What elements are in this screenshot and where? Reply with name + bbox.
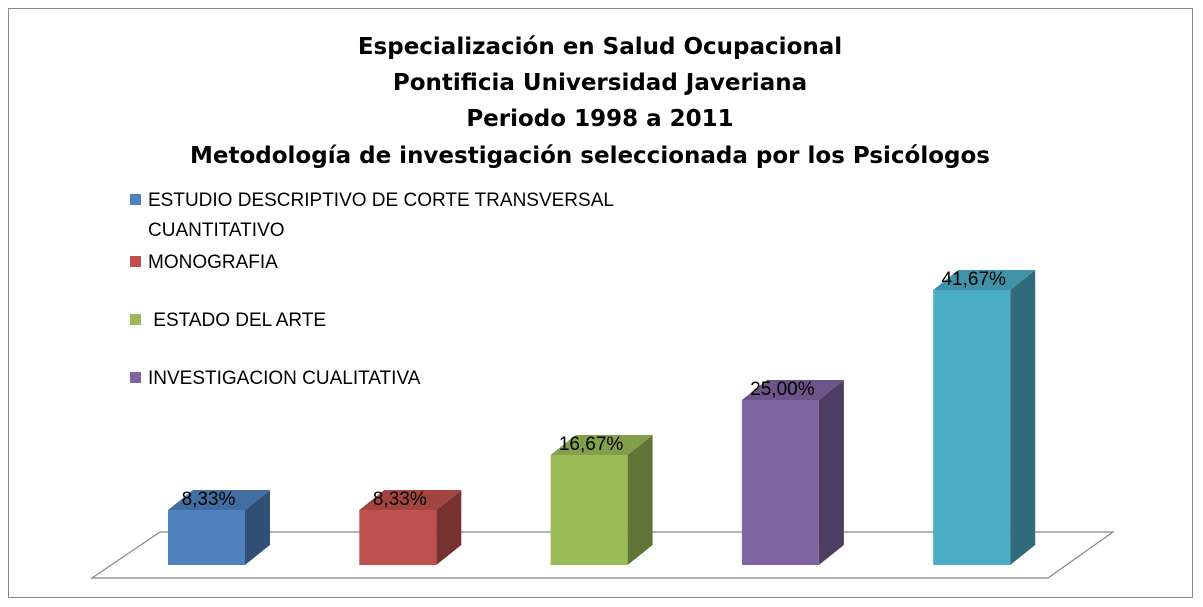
legend-label: INVESTIGACION CUALITATIVA xyxy=(148,368,421,389)
bar xyxy=(741,400,819,565)
bar xyxy=(933,289,1011,565)
chart-title: Pontificia Universidad Javeriana xyxy=(393,70,807,96)
chart-title: Especialización en Salud Ocupacional xyxy=(358,34,842,60)
bar xyxy=(550,454,628,565)
bar-top xyxy=(933,269,1036,290)
value-label: 41,67% xyxy=(941,269,1006,290)
bar-top xyxy=(550,434,653,455)
value-label: 25,00% xyxy=(750,379,815,400)
bar-side xyxy=(245,490,270,565)
legend-label: ESTUDIO DESCRIPTIVO DE CORTE TRANSVERSAL… xyxy=(148,190,619,241)
bar-side xyxy=(436,490,462,565)
chart-title: Periodo 1998 a 2011 xyxy=(466,106,733,132)
legend-swatch xyxy=(130,314,141,325)
legend-swatch xyxy=(130,372,141,383)
value-label: 8,33% xyxy=(373,489,427,510)
legend-swatch xyxy=(130,256,141,267)
chart-frame xyxy=(8,8,1193,598)
bar-top xyxy=(168,490,270,511)
bar xyxy=(168,510,245,565)
bar-side xyxy=(627,434,653,565)
bar-top xyxy=(359,490,462,511)
legend-swatch xyxy=(130,194,141,205)
legend-label: MONOGRAFIA xyxy=(148,252,278,273)
bar-side xyxy=(818,380,844,565)
value-label: 8,33% xyxy=(182,489,236,510)
value-label: 16,67% xyxy=(559,434,624,455)
legend-label: ESTADO DEL ARTE xyxy=(148,310,327,331)
bar-top xyxy=(741,380,844,400)
bar xyxy=(359,510,437,565)
chart-title: Metodología de investigación seleccionad… xyxy=(190,143,990,169)
bar-side xyxy=(1010,269,1036,565)
